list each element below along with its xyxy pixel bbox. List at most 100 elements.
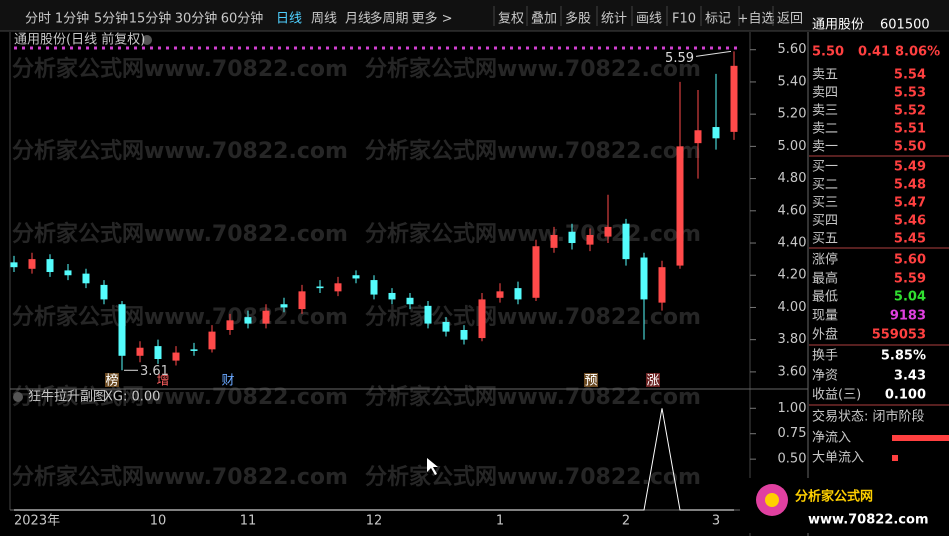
candle-body [280, 304, 288, 308]
y-tick-label: 4.80 [778, 171, 807, 186]
period-tab[interactable]: 30分钟 [175, 11, 218, 27]
x-tick-label: 10 [150, 514, 167, 529]
tool-button[interactable]: 画线 [636, 12, 662, 27]
quote-pct: 8.06% [895, 45, 940, 60]
stat-label: 最低 [812, 290, 838, 305]
y-tick-label: 5.40 [778, 74, 807, 89]
book-label: 卖二 [812, 122, 838, 137]
marker[interactable]: 预 [584, 374, 597, 389]
marker[interactable]: 榜 [105, 373, 118, 389]
quote-price: 5.50 [812, 45, 844, 60]
quote-change: 0.41 [858, 45, 890, 60]
book-price: 5.45 [894, 232, 926, 247]
marker[interactable]: 增 [156, 374, 169, 389]
period-tab[interactable]: 5分钟 [94, 11, 128, 27]
marker[interactable]: 涨 [646, 374, 659, 389]
candle-body [730, 65, 738, 132]
candle-body [532, 246, 540, 298]
marker[interactable]: 财 [221, 374, 234, 389]
tool-button[interactable]: F10 [672, 12, 696, 27]
flow-label: 净流入 [812, 431, 851, 446]
candle-body [406, 297, 414, 305]
stock-name: 通用股份 [812, 18, 864, 33]
y-tick-label: 4.20 [778, 268, 807, 283]
candle-body [28, 259, 36, 269]
candle-body [622, 223, 630, 260]
candle-body [478, 299, 486, 339]
candle-body [316, 286, 324, 289]
stat-label: 外盘 [812, 327, 838, 343]
period-tab[interactable]: 分时 [25, 12, 51, 27]
candle-body [208, 331, 216, 350]
book-price: 5.49 [894, 160, 926, 175]
tool-button[interactable]: 标记 [705, 12, 731, 27]
marker-bg [584, 373, 598, 387]
series-line [14, 408, 734, 511]
y-tick-label: 3.60 [778, 364, 807, 379]
watermark: 分析家公式网www.70822.com [365, 304, 701, 330]
candle-body [172, 352, 180, 361]
candle-body [298, 291, 306, 310]
book-price: 5.47 [894, 196, 926, 211]
period-tab[interactable]: 15分钟 [129, 11, 172, 27]
logo-name: 分析家公式网 [795, 489, 873, 505]
watermark: 分析家公式网www.70822.com [12, 464, 348, 490]
tool-button[interactable]: 统计 [601, 12, 627, 27]
candle-body [226, 320, 234, 331]
book-label: 买一 [812, 160, 838, 175]
book-label: 卖四 [812, 86, 838, 101]
watermark: 分析家公式网www.70822.com [12, 138, 348, 164]
tool-button[interactable]: 多股 [565, 11, 591, 27]
candle-body [64, 270, 72, 276]
watermark: 分析家公式网www.70822.com [365, 221, 701, 247]
sub-menu-icon[interactable] [13, 392, 23, 402]
y-tick-label: 0.50 [778, 452, 807, 467]
watermark: 分析家公式网www.70822.com [12, 56, 348, 82]
period-tab[interactable]: 日线 [276, 12, 302, 27]
tool-button[interactable]: 叠加 [531, 12, 557, 27]
candle-body [550, 234, 558, 248]
watermark: 分析家公式网www.70822.com [12, 221, 348, 247]
period-tab[interactable]: 更多 > [411, 11, 452, 27]
period-tab[interactable]: 周线 [311, 12, 337, 27]
y-tick-label: 3.80 [778, 332, 807, 347]
book-label: 买三 [812, 196, 838, 211]
flow-bar [892, 435, 949, 441]
candle-body [514, 288, 522, 300]
title-menu-icon[interactable] [142, 35, 152, 45]
tool-button[interactable]: 返回 [777, 12, 803, 27]
book-label: 买五 [812, 232, 838, 247]
candle-body [244, 317, 252, 324]
candle-body [334, 283, 342, 292]
period-tab[interactable]: 多周期 [369, 11, 408, 27]
y-tick-label: 0.75 [778, 426, 807, 441]
watermark: 分析家公式网www.70822.com [12, 384, 348, 410]
tool-button[interactable]: +自选 [738, 12, 775, 27]
stat-label: 涨停 [812, 252, 838, 268]
watermark: 分析家公式网www.70822.com [365, 56, 701, 82]
period-tab[interactable]: 60分钟 [221, 11, 264, 27]
candle-body [352, 275, 360, 279]
tool-button[interactable]: 复权 [498, 11, 524, 27]
logo: 分析家公式网 www.70822.com [740, 478, 946, 533]
candle-body [136, 347, 144, 356]
stat-value: 5.04 [894, 290, 926, 305]
flow-label: 大单流入 [812, 451, 864, 466]
candle-body [82, 273, 90, 284]
y-tick-label: 5.20 [778, 107, 807, 122]
stat-label: 换手 [812, 349, 838, 364]
book-price: 5.53 [894, 86, 926, 101]
candle-body [496, 291, 504, 298]
candle-body [604, 226, 612, 237]
watermark: 分析家公式网www.70822.com [365, 464, 701, 490]
period-tab[interactable]: 1分钟 [55, 11, 89, 27]
trade-status: 交易状态: 闭市阶段 [812, 409, 925, 425]
x-tick-label: 12 [366, 514, 383, 529]
x-tick-label: 3 [712, 514, 720, 529]
stat-label: 收益(三) [812, 388, 861, 403]
period-tab[interactable]: 月线 [345, 12, 371, 27]
book-label: 买四 [812, 214, 838, 229]
book-label: 卖一 [812, 140, 838, 155]
